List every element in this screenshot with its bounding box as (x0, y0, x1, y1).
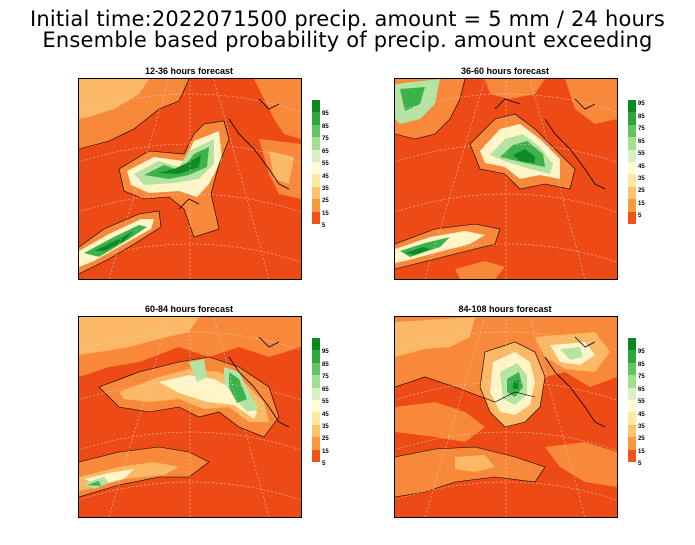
colorbar-label-45: 45 (322, 174, 329, 180)
panel-title: 12-36 hours forecast (144, 66, 234, 76)
colorbar-label-5: 5 (322, 223, 326, 229)
colorbar-label-85: 85 (638, 114, 645, 120)
colorbar (628, 338, 636, 462)
colorbar-label-45: 45 (638, 412, 645, 418)
chart-title-line1: Initial time:2022071500 precip. amount =… (29, 7, 666, 31)
colorbar-label-95: 95 (638, 349, 645, 355)
colorbar-label-75: 75 (322, 136, 329, 142)
colorbar (628, 100, 636, 224)
colorbar-label-55: 55 (322, 161, 329, 167)
colorbar-label-5: 5 (638, 461, 642, 467)
colorbar-label-35: 35 (638, 424, 645, 430)
colorbar-label-5: 5 (638, 213, 642, 219)
colorbar-label-95: 95 (638, 101, 645, 107)
forecast-map (78, 316, 302, 518)
colorbar (312, 100, 320, 224)
colorbar-label-25: 25 (638, 188, 645, 194)
colorbar-label-95: 95 (322, 349, 329, 355)
colorbar (312, 338, 320, 462)
colorbar-label-45: 45 (638, 164, 645, 170)
colorbar-label-35: 35 (638, 176, 645, 182)
colorbar-label-55: 55 (638, 399, 645, 405)
colorbar-label-85: 85 (322, 362, 329, 368)
colorbar-label-65: 65 (322, 149, 329, 155)
colorbar-label-75: 75 (322, 374, 329, 380)
forecast-map (78, 78, 302, 280)
colorbar-label-95: 95 (322, 111, 329, 117)
colorbar-label-65: 65 (638, 139, 645, 145)
panel-title: 84-108 hours forecast (458, 304, 552, 314)
colorbar-label-35: 35 (322, 186, 329, 192)
colorbar-label-15: 15 (322, 211, 329, 217)
forecast-map (394, 78, 618, 280)
colorbar-label-45: 45 (322, 412, 329, 418)
panel-title: 60-84 hours forecast (144, 304, 234, 314)
colorbar-label-85: 85 (322, 124, 329, 130)
colorbar-label-25: 25 (322, 436, 329, 442)
panel-title: 36-60 hours forecast (460, 66, 550, 76)
colorbar-label-55: 55 (322, 399, 329, 405)
colorbar-label-25: 25 (638, 436, 645, 442)
colorbar-label-15: 15 (638, 449, 645, 455)
colorbar-label-75: 75 (638, 126, 645, 132)
colorbar-label-75: 75 (638, 374, 645, 380)
colorbar-label-25: 25 (322, 198, 329, 204)
colorbar-label-55: 55 (638, 151, 645, 157)
colorbar-label-35: 35 (322, 424, 329, 430)
colorbar-label-15: 15 (638, 201, 645, 207)
colorbar-label-85: 85 (638, 362, 645, 368)
colorbar-label-65: 65 (638, 387, 645, 393)
colorbar-label-15: 15 (322, 449, 329, 455)
colorbar-label-65: 65 (322, 387, 329, 393)
colorbar-label-5: 5 (322, 461, 326, 467)
chart-title-line2: Ensemble based probability of precip. am… (42, 28, 653, 52)
forecast-map (394, 316, 618, 518)
